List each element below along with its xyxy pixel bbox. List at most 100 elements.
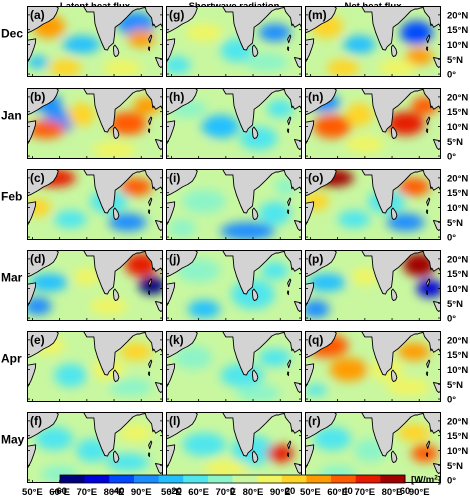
land-mass xyxy=(147,128,151,134)
lat-tick-label: 0° xyxy=(447,70,456,81)
lon-tick-label: 90°E xyxy=(131,487,152,498)
panel-1-2: (n) xyxy=(305,88,441,159)
land-mass xyxy=(82,169,163,214)
land-mass xyxy=(426,440,431,450)
land-mass xyxy=(287,34,292,44)
land-mass xyxy=(426,197,431,207)
land-mass xyxy=(425,371,429,377)
anomaly-blob xyxy=(174,345,213,370)
anomaly-blob xyxy=(27,297,52,316)
anomaly-blob xyxy=(220,363,264,388)
lon-tick-label: 70°E xyxy=(76,487,97,498)
land-mass xyxy=(113,207,120,221)
lon-tick-label: 50°E xyxy=(300,487,321,498)
panel-1-1: (h) xyxy=(166,88,302,159)
land-mass xyxy=(287,197,292,207)
panel-frame xyxy=(305,331,441,402)
panel-2-2: (o) xyxy=(305,169,441,240)
land-mass xyxy=(360,412,441,457)
panel-frame xyxy=(166,88,302,159)
anomaly-blob xyxy=(119,423,153,442)
anomaly-blob xyxy=(386,378,431,397)
colorbar-tick-label: -40 xyxy=(111,486,125,497)
panel-label: (d) xyxy=(30,252,45,266)
anomaly-blob xyxy=(108,378,153,397)
anomaly-blob xyxy=(258,348,292,367)
anomaly-blob xyxy=(244,53,289,72)
land-mass xyxy=(82,6,163,51)
panel-frame xyxy=(305,169,441,240)
land-mass xyxy=(286,46,290,52)
row-label: Feb xyxy=(1,190,22,204)
panel-frame xyxy=(166,6,302,77)
panel-5-2: (r) xyxy=(305,412,441,483)
anomaly-blob xyxy=(182,189,226,214)
land-mass xyxy=(432,57,441,68)
land-mass xyxy=(360,250,441,295)
land-mass xyxy=(221,88,302,133)
anomaly-blob xyxy=(386,111,425,136)
panel-4-1: (k) xyxy=(166,331,302,402)
land-mass xyxy=(391,369,398,383)
land-mass xyxy=(113,126,120,140)
lat-tick-label: 0° xyxy=(447,395,456,406)
land-mass xyxy=(221,412,302,457)
land-mass xyxy=(425,452,429,458)
anomaly-blob xyxy=(105,453,150,472)
colorbar-tick-label: 60 xyxy=(400,486,411,497)
row-label: Jan xyxy=(1,109,22,123)
land-mass xyxy=(82,250,163,295)
anomaly-blob xyxy=(92,141,136,159)
lat-tick-label: 0° xyxy=(447,476,456,487)
lon-tick-label: 50°E xyxy=(161,487,182,498)
land-mass xyxy=(221,250,302,295)
panel-5-1: (l) xyxy=(166,412,302,483)
colorbar-tick-label: -20 xyxy=(168,486,182,497)
anomaly-blob xyxy=(313,426,352,451)
anomaly-blob xyxy=(27,56,49,69)
anomaly-blob xyxy=(103,59,142,77)
land-mass xyxy=(286,290,290,296)
anomaly-blob xyxy=(266,444,294,463)
land-mass xyxy=(113,450,120,464)
colorbar-segment xyxy=(60,475,86,483)
land-mass xyxy=(147,209,151,215)
panel-4-2: (q) xyxy=(305,331,441,402)
anomaly-blob xyxy=(138,276,163,295)
land-mass xyxy=(113,288,120,302)
anomaly-blob xyxy=(108,111,147,136)
anomaly-blob xyxy=(305,300,330,319)
lon-tick-label: 60°E xyxy=(327,487,348,498)
lat-tick-label: 5°N xyxy=(447,137,463,148)
land-mass xyxy=(154,57,163,68)
colorbar-segment xyxy=(109,475,135,483)
lon-tick-label: 80°E xyxy=(243,487,264,498)
anomaly-blob xyxy=(258,23,292,42)
lat-tick-label: 10°N xyxy=(447,40,468,51)
land-mass xyxy=(286,371,290,377)
colorbar-tick-label: 40 xyxy=(342,486,353,497)
anomaly-blob xyxy=(397,177,431,196)
land-mass xyxy=(148,440,153,450)
panel-frame xyxy=(27,88,163,159)
panel-0-1: (g) xyxy=(166,6,302,77)
panel-frame xyxy=(27,6,163,77)
anomaly-blob xyxy=(416,279,441,298)
land-mass xyxy=(360,331,441,376)
land-mass xyxy=(148,359,153,369)
panel-frame xyxy=(166,331,302,402)
panel-3-1: (j) xyxy=(166,250,302,321)
land-mass xyxy=(425,128,429,134)
anomaly-blob xyxy=(182,432,226,457)
panel-label: (b) xyxy=(30,90,45,104)
colorbar-segment xyxy=(355,475,381,483)
panel-0-0: (a) xyxy=(27,6,163,77)
anomaly-blob xyxy=(89,297,128,316)
land-mass xyxy=(286,128,290,134)
panel-label: (a) xyxy=(30,8,45,22)
lat-tick-label: 15°N xyxy=(447,350,468,361)
land-mass xyxy=(148,197,153,207)
land-mass xyxy=(154,301,163,312)
longitude-tick-labels: 50°E 60°E 70°E 80°E 90°E 50°E 60°E 70°E 80°E 90°E… xyxy=(22,487,430,498)
panel-frame xyxy=(305,250,441,321)
